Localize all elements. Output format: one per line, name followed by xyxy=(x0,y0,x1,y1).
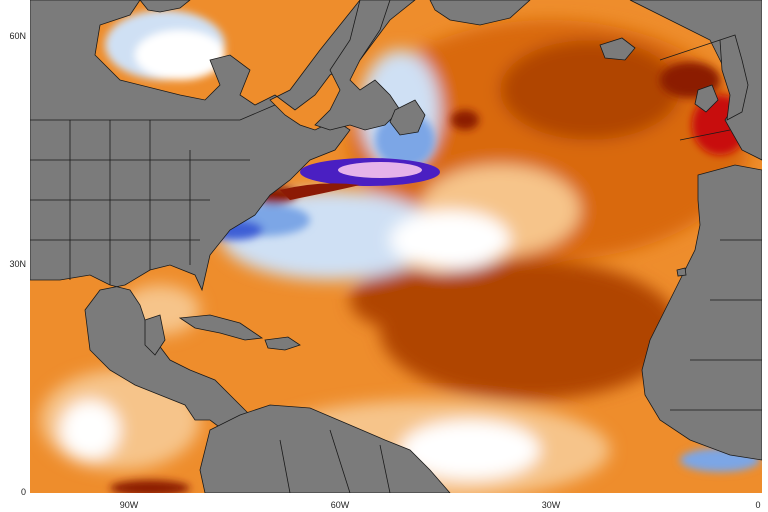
x-tick-label: 30W xyxy=(541,500,561,510)
border-us-canada xyxy=(30,104,276,121)
anomaly-hot-northeast xyxy=(500,40,680,140)
y-tick-label: 30N xyxy=(9,259,26,269)
land-masses xyxy=(30,0,762,493)
landmass-iceland xyxy=(599,37,636,61)
landmass-ireland xyxy=(694,84,719,113)
border-south-america-lines xyxy=(279,429,391,493)
landmass-cuba xyxy=(178,314,264,341)
anomaly-hot-newfoundland xyxy=(451,110,479,130)
y-tick-label: 60N xyxy=(9,31,26,41)
landmass-greenland xyxy=(429,0,531,26)
anomaly-neutral-hudson xyxy=(135,30,225,80)
landmass-north-america xyxy=(30,0,416,436)
border-europe-lines xyxy=(659,39,731,141)
anomaly-neutral-central xyxy=(390,210,510,270)
x-tick-label: 60W xyxy=(330,500,350,510)
border-state-lines xyxy=(69,120,191,285)
anomaly-hot-pacific-south xyxy=(110,480,190,493)
x-tick-label: 0 xyxy=(755,500,761,510)
sst-anomaly-map xyxy=(30,0,762,493)
border-africa-lines xyxy=(670,239,762,411)
y-tick-label: 0 xyxy=(20,487,26,497)
anomaly-hot-subtropics xyxy=(350,270,470,330)
landmass-newfoundland xyxy=(389,99,426,136)
anomaly-cold-core-inner xyxy=(338,162,422,178)
landmass-uk xyxy=(719,34,749,121)
landmass-south-america xyxy=(199,404,451,493)
landmass-iberia-africa xyxy=(641,164,762,461)
anomaly-hot-streak xyxy=(280,183,360,200)
landmass-hudson-bay-shore xyxy=(139,0,191,13)
anomaly-neutral-equator xyxy=(400,420,540,480)
landmass-hispaniola xyxy=(264,336,301,351)
landmass-yucatan xyxy=(144,314,166,356)
landmass-canada-east xyxy=(314,0,401,131)
political-borders xyxy=(30,39,762,493)
x-tick-label: 90W xyxy=(119,500,139,510)
landmass-canaries xyxy=(676,267,687,277)
map-canvas xyxy=(30,0,762,493)
anomaly-neutral-pacific xyxy=(60,400,120,460)
